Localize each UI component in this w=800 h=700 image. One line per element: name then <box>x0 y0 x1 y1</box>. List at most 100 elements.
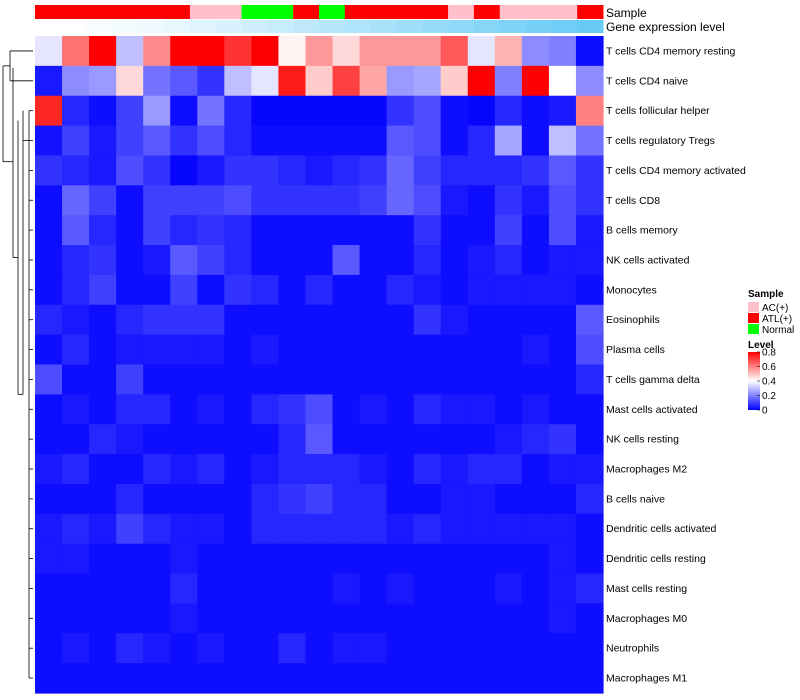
heatmap-cell <box>251 185 280 216</box>
heatmap-cell <box>143 424 171 455</box>
heatmap-cell <box>467 543 496 575</box>
heatmap-cell <box>278 364 307 395</box>
heatmap-cell <box>170 603 198 634</box>
heatmap-cell <box>89 36 117 67</box>
heatmap-cell <box>116 215 144 246</box>
heatmap-cell <box>305 304 334 336</box>
heatmap-cell <box>548 36 577 67</box>
heatmap-cell <box>116 573 144 605</box>
heatmap-cell <box>89 543 117 575</box>
heatmap-cell <box>305 454 334 485</box>
heatmap-cell <box>197 424 225 455</box>
heatmap-cell <box>413 424 442 455</box>
heatmap-cell <box>305 125 334 157</box>
heatmap-cell <box>35 95 63 127</box>
heatmap-cell <box>467 185 496 216</box>
heatmap-cell <box>386 454 415 485</box>
heatmap-cell <box>170 245 198 276</box>
heatmap-cell <box>413 304 442 336</box>
heatmap-cell <box>116 36 144 67</box>
heatmap-cell <box>440 215 469 246</box>
heatmap-cell <box>62 125 90 157</box>
heatmap-cell <box>224 245 252 276</box>
heatmap-cell <box>548 155 577 186</box>
heatmap-cell <box>35 334 63 366</box>
heatmap-cell <box>521 513 550 545</box>
heatmap-cell <box>521 454 550 485</box>
heatmap-cell <box>143 274 171 306</box>
heatmap-cell <box>494 185 523 216</box>
heatmap-cell <box>467 513 496 545</box>
heatmap-cell <box>143 65 171 97</box>
level-legend-tick-label: 0.6 <box>762 362 776 373</box>
heatmap-cell <box>197 245 225 276</box>
heatmap-cell <box>494 424 523 455</box>
heatmap-cell <box>224 155 252 186</box>
heatmap-cell <box>332 603 361 634</box>
heatmap-cell <box>494 36 523 67</box>
row-label: Macrophages M1 <box>606 673 687 685</box>
heatmap-cell <box>62 364 90 395</box>
expression-level-cell <box>499 20 527 33</box>
heatmap-cell <box>467 603 496 634</box>
sample-annotation-cell <box>86 5 113 19</box>
heatmap-cell <box>332 454 361 485</box>
row-labels: T cells CD4 memory resting T cells CD4 na… <box>606 45 746 684</box>
heatmap-cell <box>440 483 469 515</box>
heatmap-cell <box>440 125 469 157</box>
heatmap-cell <box>413 215 442 246</box>
heatmap-cell <box>35 245 63 276</box>
heatmap-cell <box>35 513 63 545</box>
heatmap-cell <box>548 513 577 545</box>
heatmap-cell <box>494 65 523 97</box>
heatmap-cell <box>548 95 577 127</box>
heatmap-cell <box>62 394 90 425</box>
heatmap-cell <box>35 364 63 395</box>
heatmap-cell <box>251 245 280 276</box>
heatmap-cell <box>224 424 252 455</box>
heatmap-cells <box>35 36 604 694</box>
heatmap-cell <box>197 573 225 605</box>
heatmap-cell <box>143 36 171 67</box>
heatmap-cell <box>467 394 496 425</box>
heatmap-cell <box>332 334 361 366</box>
row-label: Dendritic cells activated <box>606 523 716 535</box>
heatmap-cell <box>521 633 550 664</box>
row-label: Mast cells resting <box>606 583 687 595</box>
heatmap-cell <box>224 125 252 157</box>
heatmap-cell <box>251 573 280 605</box>
heatmap-cell <box>251 274 280 306</box>
heatmap-cell <box>332 65 361 97</box>
heatmap-cell <box>116 95 144 127</box>
heatmap-cell <box>494 543 523 575</box>
heatmap-cell <box>386 65 415 97</box>
heatmap-cell <box>413 334 442 366</box>
heatmap-cell <box>278 185 307 216</box>
heatmap-cell <box>197 185 225 216</box>
heatmap-cell <box>386 36 415 67</box>
heatmap-cell <box>224 65 252 97</box>
heatmap-cell <box>197 304 225 336</box>
heatmap-cell <box>62 663 90 694</box>
heatmap-cell <box>62 245 90 276</box>
heatmap-cell <box>548 394 577 425</box>
heatmap-cell <box>467 633 496 664</box>
expression-level-cell <box>319 20 346 33</box>
heatmap-cell <box>521 36 550 67</box>
heatmap-cell <box>332 424 361 455</box>
sample-annotation-cell <box>138 5 165 19</box>
sample-annotation-cell <box>370 5 397 19</box>
heatmap-cell <box>521 304 550 336</box>
heatmap-cell <box>413 36 442 67</box>
heatmap-cell <box>494 304 523 336</box>
heatmap-cell <box>143 95 171 127</box>
heatmap-cell <box>35 663 63 694</box>
heatmap-cell <box>62 483 90 515</box>
heatmap-cell <box>332 663 361 694</box>
heatmap-cell <box>548 215 577 246</box>
heatmap-cell <box>467 573 496 605</box>
sample-annotation-cell <box>422 5 449 19</box>
heatmap-cell <box>494 663 523 694</box>
heatmap-cell <box>521 334 550 366</box>
